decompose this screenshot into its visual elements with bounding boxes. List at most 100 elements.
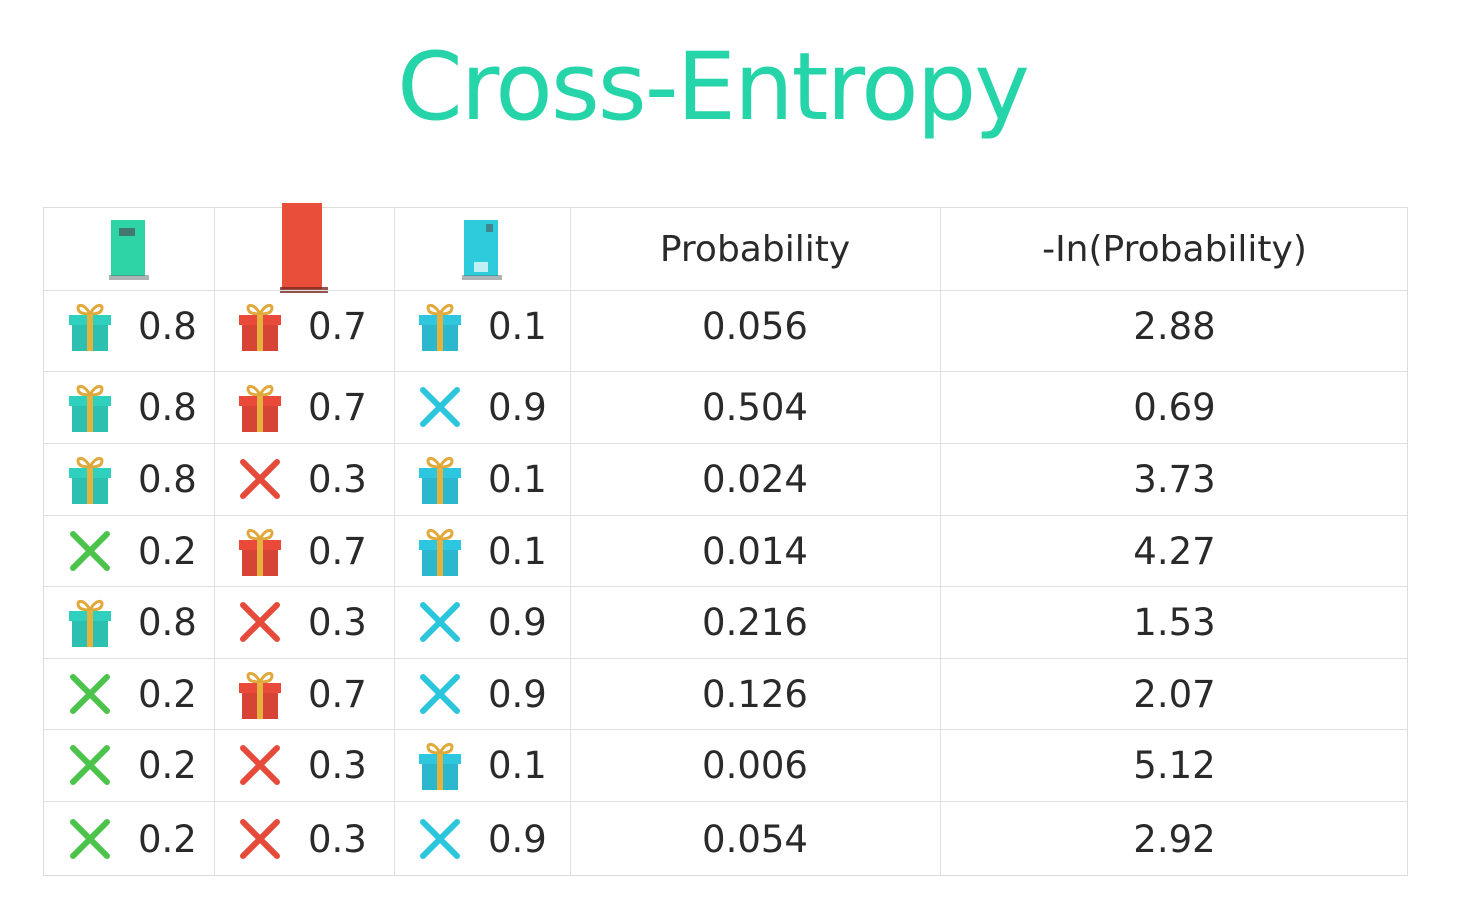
gift-icon — [64, 298, 116, 354]
door-1-probability: 0.2 — [138, 743, 197, 787]
door-3-probability: 0.1 — [488, 529, 547, 573]
column-divider — [570, 208, 571, 875]
cross-icon — [234, 594, 286, 650]
probability-value: 0.056 — [702, 304, 808, 348]
row-divider — [44, 729, 1407, 730]
gift-icon — [64, 594, 116, 650]
door-2-probability: 0.7 — [308, 672, 367, 716]
probability-value: 0.504 — [702, 385, 808, 429]
door-2-cell: 0.7 — [214, 658, 394, 730]
door-3-cell: 0.9 — [394, 801, 570, 877]
probability-value: 0.024 — [702, 457, 808, 501]
door-2-cell: 0.3 — [214, 801, 394, 877]
header-neg-ln-probability: -In(Probability) — [1042, 228, 1307, 270]
door-1-probability: 0.8 — [138, 457, 197, 501]
cross-icon — [64, 737, 116, 793]
door-2-probability: 0.7 — [308, 529, 367, 573]
door-2-probability: 0.7 — [308, 304, 367, 348]
neg-ln-probability-value: 2.07 — [1133, 672, 1216, 716]
header-door-1 — [44, 208, 214, 290]
door-3-cell: 0.1 — [394, 443, 570, 515]
neg-ln-probability-value: 3.73 — [1133, 457, 1216, 501]
cross-icon — [234, 737, 286, 793]
door-1-cell: 0.2 — [44, 515, 214, 587]
row-divider — [44, 586, 1407, 587]
cross-icon — [64, 523, 116, 579]
door-3-cell: 0.1 — [394, 515, 570, 587]
door-1-probability: 0.2 — [138, 817, 197, 861]
door-1-probability: 0.8 — [138, 385, 197, 429]
cross-icon — [414, 379, 466, 435]
door-2-probability: 0.3 — [308, 743, 367, 787]
neg-ln-probability-value: 1.53 — [1133, 600, 1216, 644]
door-3-probability: 0.9 — [488, 817, 547, 861]
cross-icon — [414, 594, 466, 650]
probability-table: Probability -In(Probability) 0.8 0.7 0.1… — [43, 203, 1408, 877]
neg-ln-probability-value: 2.92 — [1133, 817, 1216, 861]
door-1-cell: 0.2 — [44, 729, 214, 801]
gift-icon — [414, 737, 466, 793]
cross-icon — [234, 811, 286, 867]
header-door-3 — [394, 208, 570, 290]
door-3-probability: 0.9 — [488, 672, 547, 716]
probability-value: 0.054 — [702, 817, 808, 861]
neg-ln-probability-value: 2.88 — [1133, 304, 1216, 348]
door-3-probability: 0.1 — [488, 743, 547, 787]
gift-icon — [414, 523, 466, 579]
column-divider — [214, 208, 215, 875]
gift-icon — [234, 523, 286, 579]
row-divider — [44, 801, 1407, 802]
probability-value: 0.014 — [702, 529, 808, 573]
door-2-probability: 0.3 — [308, 600, 367, 644]
door-3-cell: 0.9 — [394, 586, 570, 658]
gift-icon — [64, 451, 116, 507]
door-3-probability: 0.1 — [488, 457, 547, 501]
door-3-probability: 0.9 — [488, 385, 547, 429]
cross-icon — [414, 666, 466, 722]
neg-ln-probability-value: 5.12 — [1133, 743, 1216, 787]
row-divider — [44, 290, 1407, 291]
door-1-probability: 0.2 — [138, 529, 197, 573]
gift-icon — [414, 451, 466, 507]
door-1-cell: 0.2 — [44, 801, 214, 877]
neg-ln-probability-value: 4.27 — [1133, 529, 1216, 573]
header-door-2 — [214, 203, 394, 293]
door-3-cell: 0.9 — [394, 371, 570, 443]
cross-icon — [64, 811, 116, 867]
door-1-cell: 0.8 — [44, 586, 214, 658]
door-2-probability: 0.3 — [308, 457, 367, 501]
door-3-probability: 0.9 — [488, 600, 547, 644]
probability-value: 0.006 — [702, 743, 808, 787]
door-2-cell: 0.7 — [214, 290, 394, 362]
door-2-probability: 0.7 — [308, 385, 367, 429]
blue-door-icon — [462, 220, 502, 280]
gift-icon — [234, 379, 286, 435]
door-3-probability: 0.1 — [488, 304, 547, 348]
neg-ln-probability-value: 0.69 — [1133, 385, 1216, 429]
row-divider — [44, 371, 1407, 372]
gift-icon — [64, 379, 116, 435]
red-door-icon — [280, 203, 328, 293]
column-divider — [940, 208, 941, 875]
door-2-cell: 0.3 — [214, 443, 394, 515]
row-divider — [44, 515, 1407, 516]
door-1-cell: 0.8 — [44, 443, 214, 515]
door-3-cell: 0.1 — [394, 729, 570, 801]
column-divider — [394, 208, 395, 875]
door-1-probability: 0.8 — [138, 600, 197, 644]
gift-icon — [234, 666, 286, 722]
door-1-cell: 0.8 — [44, 371, 214, 443]
probability-value: 0.216 — [702, 600, 808, 644]
page-title: Cross-Entropy — [397, 33, 1030, 142]
header-probability: Probability — [659, 228, 851, 270]
door-1-cell: 0.8 — [44, 290, 214, 362]
door-3-cell: 0.1 — [394, 290, 570, 362]
row-divider — [44, 658, 1407, 659]
door-2-cell: 0.3 — [214, 729, 394, 801]
cross-icon — [64, 666, 116, 722]
door-1-cell: 0.2 — [44, 658, 214, 730]
door-1-probability: 0.8 — [138, 304, 197, 348]
gift-icon — [234, 298, 286, 354]
row-divider — [44, 443, 1407, 444]
